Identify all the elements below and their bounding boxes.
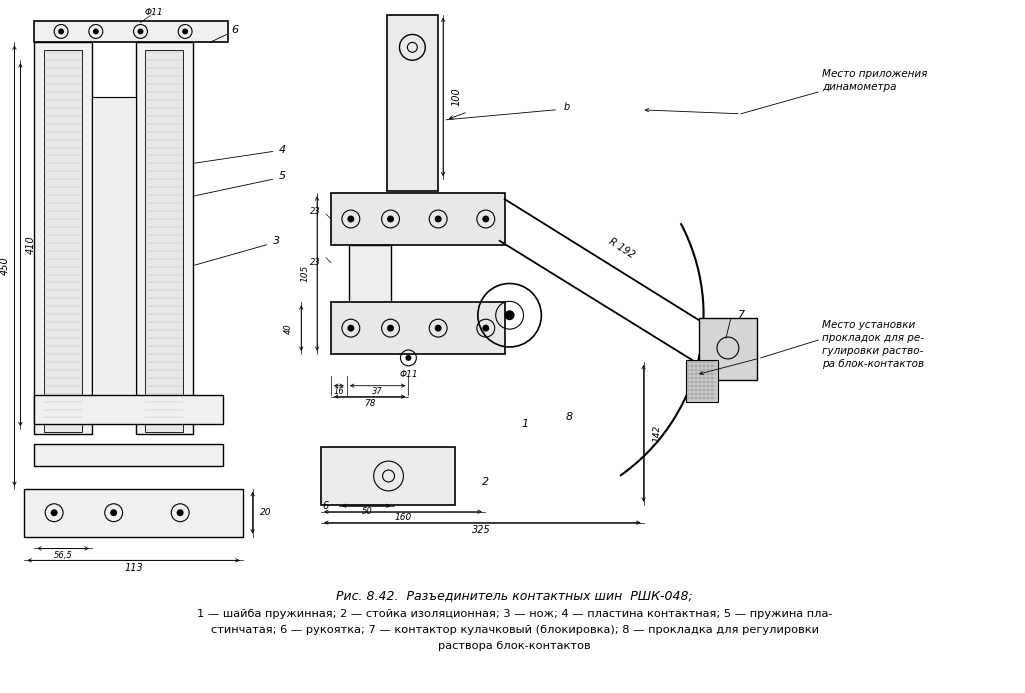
Bar	[331, 193, 504, 245]
Text: 1: 1	[522, 419, 529, 430]
Bar	[321, 447, 455, 505]
Text: 113: 113	[124, 563, 142, 573]
Circle shape	[50, 509, 57, 516]
Bar	[34, 42, 92, 435]
Text: прокладок для ре-: прокладок для ре-	[822, 333, 925, 343]
Circle shape	[483, 324, 489, 332]
Text: 100: 100	[451, 87, 461, 106]
Text: 105: 105	[300, 265, 310, 282]
Text: 16: 16	[333, 387, 344, 396]
Text: 410: 410	[26, 236, 36, 254]
Bar	[331, 302, 504, 354]
Bar	[44, 51, 82, 432]
Text: Место установки: Место установки	[822, 320, 915, 330]
Text: 56,5: 56,5	[53, 551, 73, 560]
Text: гулировки раство-: гулировки раство-	[822, 346, 924, 356]
Text: динамометра: динамометра	[822, 82, 897, 92]
Circle shape	[406, 355, 411, 361]
Text: 2: 2	[482, 477, 489, 487]
Circle shape	[347, 216, 355, 222]
Circle shape	[58, 28, 65, 35]
Text: Рис. 8.42.  Разъединитель контактных шин  РШК-048;: Рис. 8.42. Разъединитель контактных шин …	[336, 590, 693, 602]
Text: 40: 40	[284, 323, 293, 333]
Text: Φ11: Φ11	[399, 370, 418, 379]
Circle shape	[182, 28, 189, 35]
Bar	[34, 394, 222, 424]
Bar	[34, 21, 228, 42]
Bar	[25, 489, 243, 536]
Text: ра блок-контактов: ра блок-контактов	[822, 359, 925, 369]
Text: 23: 23	[311, 207, 321, 216]
Text: 4: 4	[279, 145, 286, 155]
Text: 50: 50	[362, 507, 372, 516]
Bar	[135, 42, 193, 435]
Text: 7: 7	[738, 310, 745, 320]
Text: Φ11: Φ11	[145, 8, 163, 17]
Bar	[34, 444, 222, 466]
Text: 8: 8	[566, 412, 573, 423]
Text: стинчатая; 6 — рукоятка; 7 — контактор кулачковый (блокировка); 8 — прокладка дл: стинчатая; 6 — рукоятка; 7 — контактор к…	[210, 625, 819, 635]
Text: Место приложения: Место приложения	[822, 69, 928, 79]
Text: 325: 325	[473, 525, 491, 534]
Text: R 192: R 192	[607, 237, 637, 261]
Text: 5: 5	[279, 171, 286, 182]
Circle shape	[387, 324, 394, 332]
Circle shape	[93, 28, 98, 35]
Text: 78: 78	[364, 399, 375, 408]
Bar	[348, 245, 391, 306]
Text: 160: 160	[395, 514, 412, 522]
Text: раствора блок-контактов: раствора блок-контактов	[439, 640, 590, 651]
Circle shape	[387, 216, 394, 222]
Text: 20: 20	[259, 508, 271, 517]
Text: 6: 6	[232, 26, 238, 35]
Circle shape	[137, 28, 144, 35]
Text: 23: 23	[311, 258, 321, 267]
Text: b: b	[564, 102, 570, 112]
Text: 37: 37	[372, 387, 383, 396]
Circle shape	[504, 310, 515, 320]
Text: 142: 142	[653, 425, 661, 442]
Text: 450: 450	[0, 256, 9, 275]
Circle shape	[483, 216, 489, 222]
Bar	[686, 360, 717, 401]
Bar	[699, 318, 756, 380]
Bar	[92, 97, 135, 410]
Circle shape	[347, 324, 355, 332]
Text: 1 — шайба пружинная; 2 — стойка изоляционная; 3 — нож; 4 — пластина контактная; : 1 — шайба пружинная; 2 — стойка изоляцио…	[197, 609, 832, 619]
Bar	[386, 15, 438, 191]
Circle shape	[435, 216, 442, 222]
Bar	[146, 51, 183, 432]
Circle shape	[111, 509, 117, 516]
Text: 6: 6	[323, 501, 329, 511]
Text: 3: 3	[273, 236, 280, 246]
Circle shape	[176, 509, 183, 516]
Circle shape	[435, 324, 442, 332]
